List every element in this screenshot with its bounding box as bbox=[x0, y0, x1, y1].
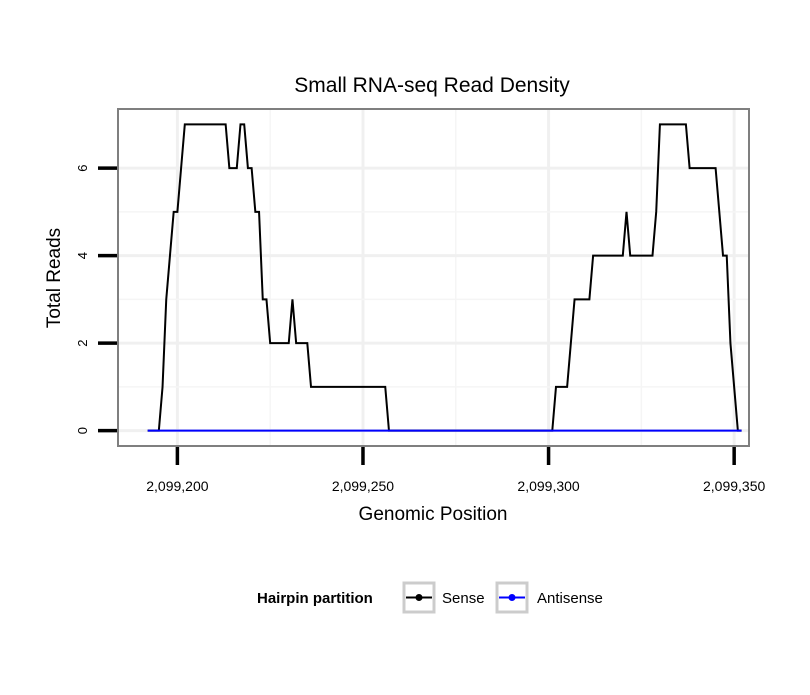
plot-panel bbox=[118, 109, 749, 446]
y-tick-label-3: 6 bbox=[75, 164, 90, 171]
plot-border bbox=[117, 108, 750, 447]
legend-label-antisense: Antisense bbox=[537, 590, 603, 607]
legend-dot-sense bbox=[415, 594, 423, 601]
legend-label-sense: Sense bbox=[442, 590, 485, 607]
legend: Hairpin partition Sense Antisense bbox=[257, 581, 603, 614]
y-tick-label-2: 4 bbox=[75, 252, 90, 259]
x-tick-label-3: 2,099,350 bbox=[703, 478, 765, 494]
series-line-sense bbox=[147, 123, 742, 432]
x-axis-title: Genomic Position bbox=[359, 504, 508, 525]
chart-title: Small RNA-seq Read Density bbox=[294, 74, 570, 97]
x-axis: 2,099,200 2,099,250 2,099,300 2,099,350 bbox=[146, 447, 766, 494]
x-tick-label-1: 2,099,250 bbox=[332, 478, 394, 494]
legend-dot-antisense bbox=[508, 594, 516, 601]
y-axis: 0 2 4 6 bbox=[75, 164, 117, 434]
x-tick-label-0: 2,099,200 bbox=[146, 478, 208, 494]
y-tick-label-1: 2 bbox=[75, 340, 90, 347]
series-layer bbox=[147, 123, 742, 432]
y-axis-title: Total Reads bbox=[44, 228, 65, 328]
x-tick-label-2: 2,099,300 bbox=[517, 478, 579, 494]
y-tick-label-0: 0 bbox=[75, 427, 90, 434]
legend-title: Hairpin partition bbox=[257, 590, 373, 607]
